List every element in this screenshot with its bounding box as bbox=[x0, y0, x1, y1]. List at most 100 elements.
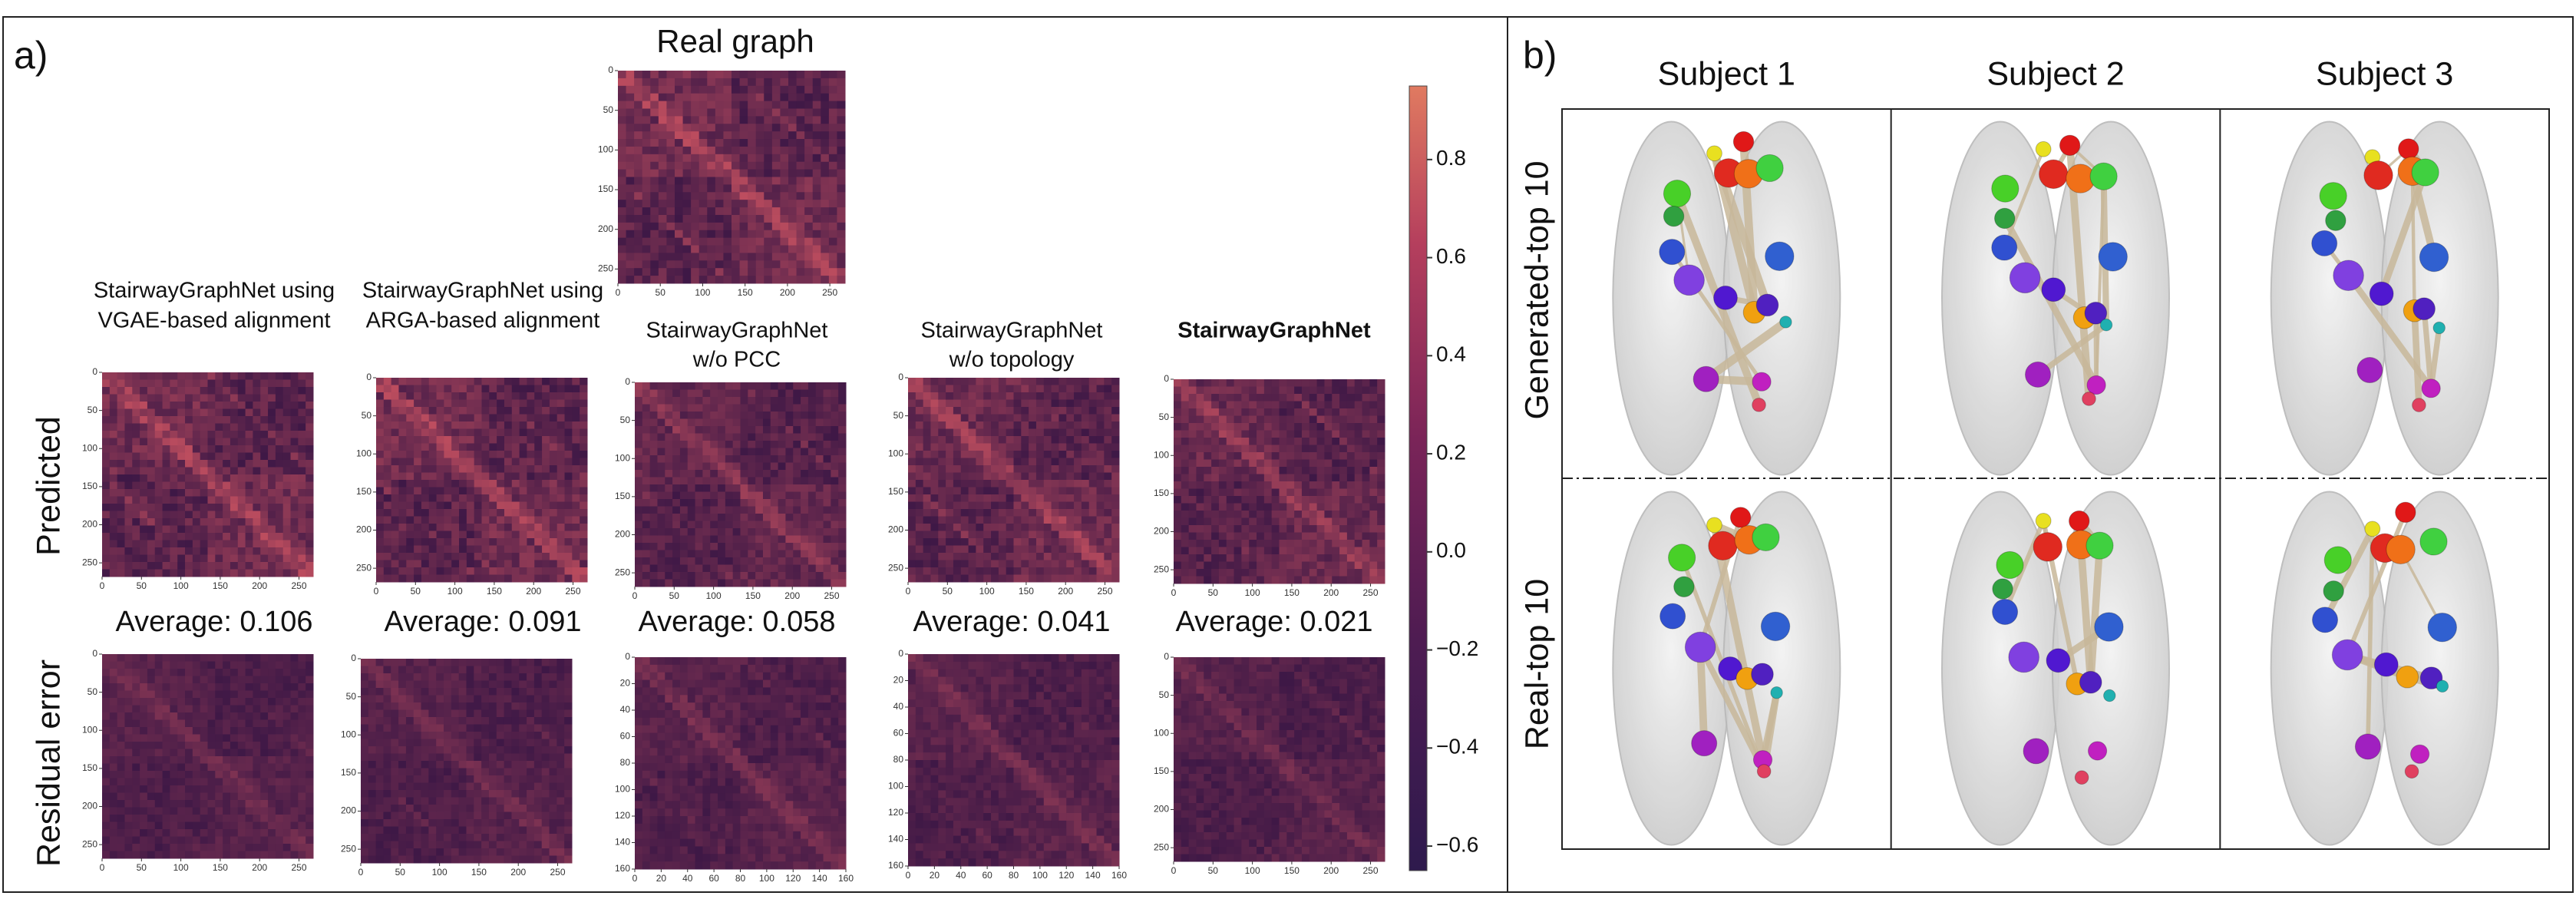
heatmap-cell bbox=[154, 800, 163, 808]
heatmap-cell bbox=[807, 426, 817, 434]
heatmap-cell bbox=[702, 579, 711, 587]
heatmap-cell bbox=[732, 433, 741, 441]
heatmap-cell bbox=[117, 785, 125, 793]
heatmap-cell bbox=[723, 93, 732, 102]
heatmap-cell bbox=[391, 695, 399, 703]
heatmap-cell bbox=[748, 499, 756, 507]
heatmap-cell bbox=[642, 412, 651, 419]
heatmap-cell bbox=[649, 499, 658, 507]
heatmap-cell bbox=[185, 569, 193, 577]
heatmap-cell bbox=[481, 782, 490, 791]
heatmap-cell bbox=[102, 851, 111, 859]
heatmap-cell bbox=[459, 516, 467, 524]
heatmap-cell bbox=[635, 831, 643, 840]
heatmap-cell bbox=[718, 535, 726, 544]
heatmap-cell bbox=[132, 792, 140, 801]
heatmap-cell bbox=[375, 855, 384, 864]
heatmap-cell bbox=[170, 496, 178, 504]
heatmap-cell bbox=[245, 540, 253, 548]
heatmap-cell bbox=[237, 452, 246, 461]
heatmap-cell bbox=[702, 477, 711, 485]
heatmap-cell bbox=[796, 200, 805, 208]
y-tick-label: 250 bbox=[615, 567, 630, 577]
heatmap-cell bbox=[723, 245, 732, 253]
heatmap-cell bbox=[102, 467, 111, 475]
heatmap-cell bbox=[534, 385, 543, 393]
heatmap-cell bbox=[682, 222, 692, 231]
heatmap-cell bbox=[102, 815, 111, 822]
heatmap-cell bbox=[147, 562, 156, 570]
heatmap-cell bbox=[207, 438, 216, 446]
heatmap-cell bbox=[260, 800, 269, 808]
heatmap-cell bbox=[770, 491, 779, 500]
heatmap-cell bbox=[215, 815, 223, 822]
heatmap-cell bbox=[549, 782, 557, 791]
heatmap-cell bbox=[223, 547, 231, 555]
heatmap-cell bbox=[634, 214, 643, 223]
heatmap-cell bbox=[375, 709, 384, 718]
heatmap-cell bbox=[666, 222, 675, 231]
heatmap-cell bbox=[650, 214, 659, 223]
heatmap-cell bbox=[376, 501, 385, 510]
heatmap-cell bbox=[109, 372, 118, 380]
heatmap-cell bbox=[260, 372, 269, 380]
heatmap-cell bbox=[691, 207, 700, 216]
heatmap-cell bbox=[223, 749, 231, 757]
heatmap-cell bbox=[223, 712, 231, 720]
heatmap-cell bbox=[275, 705, 284, 713]
heatmap-cell bbox=[268, 756, 276, 764]
heatmap-cell bbox=[282, 554, 292, 563]
heatmap-cell bbox=[117, 705, 125, 713]
heatmap-cell bbox=[459, 560, 467, 568]
heatmap-cell bbox=[361, 746, 369, 754]
heatmap-cell bbox=[154, 423, 163, 431]
heatmap-cell bbox=[192, 712, 201, 720]
heatmap-cell bbox=[162, 416, 170, 424]
heatmap-cell bbox=[541, 834, 550, 841]
heatmap-cell bbox=[268, 372, 276, 380]
heatmap-cell bbox=[812, 200, 821, 208]
heatmap-cell bbox=[421, 659, 429, 666]
heatmap-cell bbox=[804, 131, 814, 140]
heatmap-cell bbox=[718, 470, 726, 478]
heatmap-cell bbox=[428, 805, 437, 812]
heatmap-cell bbox=[207, 763, 216, 772]
heatmap-cell bbox=[511, 782, 520, 791]
heatmap-cell bbox=[504, 782, 512, 791]
heatmap-cell bbox=[237, 423, 246, 431]
heatmap-cell bbox=[268, 719, 276, 728]
heatmap-cell bbox=[290, 683, 299, 691]
heatmap-cell bbox=[511, 392, 520, 400]
x-tick-label: 200 bbox=[526, 586, 541, 597]
heatmap-cell bbox=[451, 724, 460, 732]
heatmap-cell bbox=[702, 382, 711, 390]
heatmap-cell bbox=[732, 139, 741, 147]
heatmap-cell bbox=[496, 680, 505, 689]
heatmap-cell bbox=[725, 572, 734, 580]
heatmap-cell bbox=[489, 428, 497, 437]
heatmap-cell bbox=[466, 524, 475, 531]
heatmap-cell bbox=[398, 487, 407, 495]
heatmap-cell bbox=[361, 680, 369, 689]
heatmap-cell bbox=[428, 826, 437, 835]
column-title: ARGA-based alignment bbox=[366, 309, 600, 333]
heatmap-cell bbox=[298, 800, 306, 808]
heatmap-cell bbox=[398, 768, 407, 776]
heatmap-cell bbox=[755, 131, 765, 140]
heatmap-cell bbox=[739, 230, 748, 239]
heatmap-cell bbox=[828, 214, 837, 223]
heatmap-cell bbox=[147, 807, 156, 815]
heatmap-cell bbox=[564, 695, 573, 703]
heatmap-cell bbox=[718, 448, 726, 456]
heatmap-cell bbox=[715, 230, 724, 239]
heatmap-cell bbox=[780, 85, 789, 94]
heatmap-cell bbox=[657, 732, 665, 741]
heatmap-cell bbox=[828, 101, 837, 109]
heatmap-cell bbox=[391, 472, 399, 481]
heatmap-cell bbox=[534, 392, 543, 400]
heatmap-cell bbox=[154, 554, 163, 563]
heatmap-cell bbox=[634, 184, 643, 193]
heatmap-cell bbox=[245, 815, 253, 822]
heatmap-cell bbox=[549, 834, 557, 841]
heatmap-cell bbox=[421, 545, 430, 554]
